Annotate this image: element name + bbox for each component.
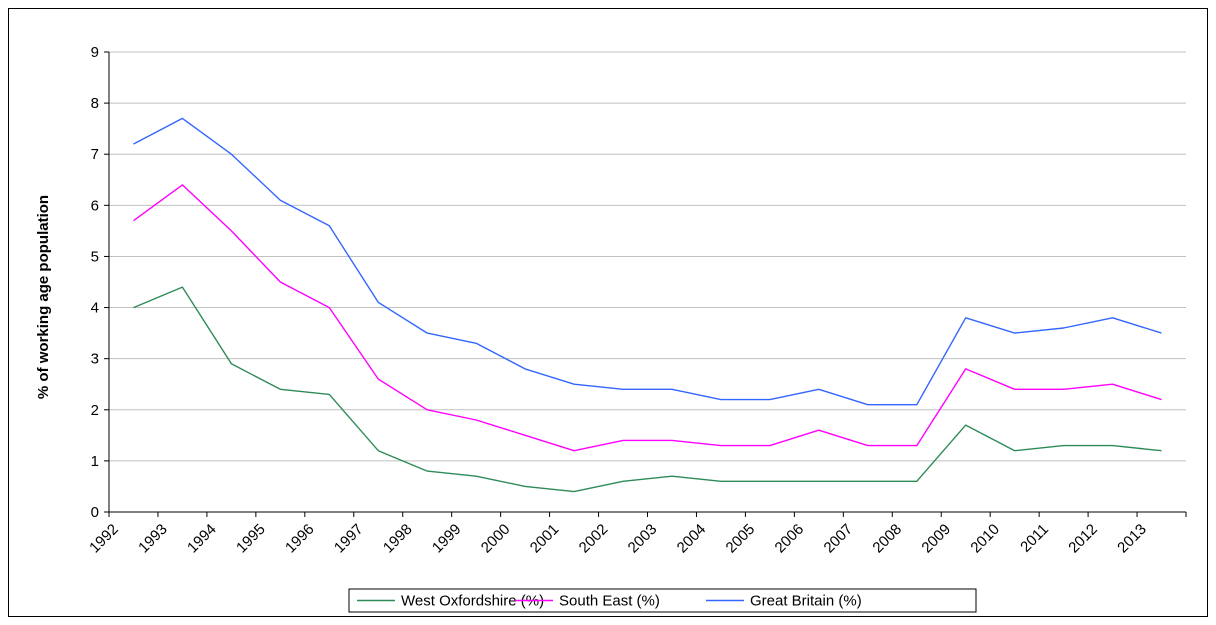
y-tick-label: 7 <box>91 146 99 163</box>
x-tick-label: 1995 <box>233 521 269 557</box>
series-line-great-britain <box>133 117 1162 406</box>
x-tick-label: 2003 <box>625 521 661 557</box>
x-tick-label: 2010 <box>967 521 1003 557</box>
x-tick-label: 1997 <box>331 521 367 557</box>
y-axis-title: % of working age population <box>35 195 52 399</box>
y-tick-label: 6 <box>91 197 99 214</box>
legend-label-great-britain: Great Britain (%) <box>750 593 862 610</box>
x-tick-label: 1994 <box>184 521 220 557</box>
legend-box <box>348 588 977 613</box>
x-tick-label: 1999 <box>429 521 465 557</box>
x-tick-label: 2013 <box>1114 521 1150 557</box>
x-tick-label: 1993 <box>135 521 171 557</box>
series-line-south-east <box>133 184 1162 452</box>
x-tick-label: 2002 <box>576 521 612 557</box>
y-tick-label: 8 <box>91 95 99 112</box>
x-tick-label: 2000 <box>478 521 514 557</box>
x-tick-label: 1998 <box>380 521 416 557</box>
y-tick-label: 2 <box>91 402 99 419</box>
y-tick-label: 5 <box>91 248 99 265</box>
y-tick-label: 4 <box>91 300 99 317</box>
x-tick-label: 2005 <box>723 521 759 557</box>
legend-label-south-east: South East (%) <box>559 593 660 610</box>
chart-frame: 0 1 2 3 4 5 6 7 8 9 1992 1993 1994 1995 1996 1997 1998 19… <box>8 8 1208 617</box>
x-tick-label: 2006 <box>772 521 808 557</box>
x-tick-label: 1996 <box>282 521 318 557</box>
x-tick-label: 2011 <box>1017 521 1052 556</box>
y-tick-label: 1 <box>91 453 99 470</box>
x-tick-label: 2009 <box>918 521 954 557</box>
x-tick-label: 2001 <box>527 521 563 557</box>
series-line-west-oxfordshire <box>133 286 1162 493</box>
x-tick-label: 2012 <box>1065 521 1101 557</box>
legend: West Oxfordshire (%) South East (%) Great … <box>348 588 977 613</box>
y-tick-label: 9 <box>91 44 99 61</box>
x-tick-label: 2004 <box>674 521 710 557</box>
line-chart: 0 1 2 3 4 5 6 7 8 9 1992 1993 1994 1995 1996 1997 1998 19… <box>35 44 1187 613</box>
x-tick-label: 2007 <box>821 521 857 557</box>
y-tick-label: 0 <box>91 504 99 521</box>
y-tick-label: 3 <box>91 351 99 368</box>
x-tick-label: 2008 <box>869 521 905 557</box>
x-tick-label: 1992 <box>86 521 122 557</box>
legend-label-west-oxfordshire: West Oxfordshire (%) <box>401 593 544 610</box>
